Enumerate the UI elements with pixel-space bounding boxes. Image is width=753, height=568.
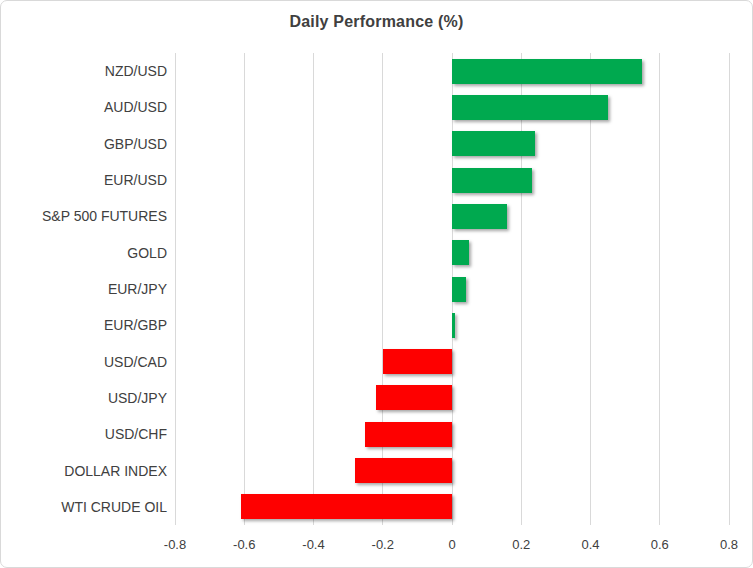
xtick-label-0.4: 0.4 [561,537,621,552]
xtick-label-0.2: 0.2 [491,537,551,552]
gridline-0.6 [659,53,660,525]
bar-eur-usd [452,168,532,193]
xtick-label-0.6: 0.6 [630,537,690,552]
bar-eur-gbp [452,313,455,338]
category-label-usd-chf: USD/CHF [1,416,167,452]
bar-gold [452,240,469,265]
gridline--0.8 [175,53,176,525]
gridline--0.6 [244,53,245,525]
gridline--0.2 [382,53,383,525]
xtick-label--0.2: -0.2 [353,537,413,552]
bar-gbp-usd [452,131,535,156]
bar-s-p-500-futures [452,204,507,229]
category-label-gbp-usd: GBP/USD [1,126,167,162]
bar-usd-jpy [376,385,452,410]
category-label-eur-jpy: EUR/JPY [1,271,167,307]
category-label-gold: GOLD [1,235,167,271]
bar-eur-jpy [452,277,466,302]
bar-nzd-usd [452,59,642,84]
xtick-label--0.6: -0.6 [214,537,274,552]
category-label-nzd-usd: NZD/USD [1,53,167,89]
plot-area [175,53,729,525]
category-label-aud-usd: AUD/USD [1,89,167,125]
gridline--0.4 [313,53,314,525]
category-label-eur-gbp: EUR/GBP [1,307,167,343]
gridline-0.2 [521,53,522,525]
category-label-dollar-index: DOLLAR INDEX [1,452,167,488]
category-label-usd-cad: USD/CAD [1,343,167,379]
xtick-label-0: 0 [422,537,482,552]
gridline-0.8 [729,53,730,525]
daily-performance-chart: Daily Performance (%) NZD/USDAUD/USDGBP/… [0,0,753,568]
category-label-s-p-500-futures: S&P 500 FUTURES [1,198,167,234]
xtick-label--0.8: -0.8 [145,537,205,552]
chart-title: Daily Performance (%) [1,13,752,31]
category-label-eur-usd: EUR/USD [1,162,167,198]
category-label-wti-crude-oil: WTI CRUDE OIL [1,489,167,525]
bar-usd-chf [365,422,452,447]
bar-aud-usd [452,95,608,120]
category-label-usd-jpy: USD/JPY [1,380,167,416]
bar-wti-crude-oil [241,494,452,519]
gridline-0.4 [590,53,591,525]
bar-usd-cad [383,349,452,374]
bar-dollar-index [355,458,452,483]
xtick-label--0.4: -0.4 [284,537,344,552]
xtick-label-0.8: 0.8 [699,537,753,552]
